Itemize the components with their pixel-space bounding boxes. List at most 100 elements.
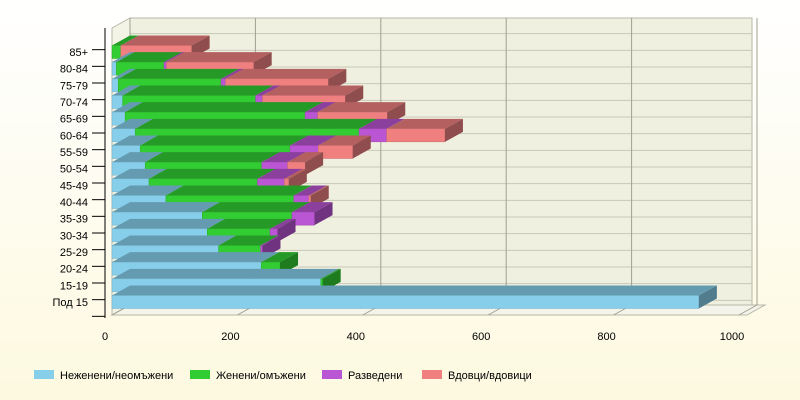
bar-segment: [318, 145, 354, 159]
bar-segment: [386, 128, 446, 143]
bar-top-face: [221, 68, 244, 79]
bar-top-face: [290, 135, 337, 146]
legend-label: Вдовци/вдовици: [448, 370, 532, 382]
y-tick-label: 55-59: [60, 147, 88, 159]
legend-label: Разведени: [348, 370, 402, 382]
legend-label: Женени/омъжени: [216, 370, 306, 382]
bar-top-face: [261, 152, 306, 163]
bar-top-face: [116, 52, 183, 63]
bar-top-face: [112, 268, 339, 279]
x-tick-label: 800: [597, 331, 615, 343]
bar-top-face: [291, 202, 333, 213]
legend-swatch: [422, 370, 442, 379]
legend-swatch: [190, 370, 210, 379]
bar-top-face: [112, 85, 141, 96]
bar-top-face: [122, 85, 274, 96]
bar-top-face: [166, 52, 272, 63]
y-tick-label: 40-44: [60, 197, 88, 209]
y-tick-label: 15-19: [60, 280, 88, 292]
bar-top-face: [112, 135, 159, 146]
x-tick-label: 400: [347, 331, 365, 343]
bar-top-face: [255, 85, 281, 96]
bar-top-face: [125, 102, 324, 113]
x-axis: 0 200 400 600 800 1000: [102, 331, 744, 343]
bar-segment: [111, 78, 119, 93]
bar-top-face: [270, 218, 296, 229]
bar-top-face: [284, 168, 307, 179]
bar-top-face: [112, 35, 139, 46]
y-tick-label: 20-24: [60, 264, 88, 276]
bar-top-face: [145, 152, 280, 163]
bar-segment: [111, 61, 117, 76]
bar-top-face: [308, 185, 329, 196]
legend-swatch: [34, 370, 54, 379]
x-tick-label: 1000: [720, 331, 744, 343]
y-tick-label: 65-69: [60, 114, 88, 126]
bar-top-face: [318, 135, 371, 146]
bar-top-face: [218, 235, 279, 246]
bar-top-face: [112, 168, 167, 179]
bar-top-face: [112, 102, 144, 113]
bar-top-face: [148, 168, 276, 179]
bar-top-face: [112, 252, 280, 263]
y-tick-label: 45-49: [60, 180, 88, 192]
bar-top-face: [112, 185, 184, 196]
y-tick-label: 30-34: [60, 230, 88, 242]
bar-top-face: [317, 102, 406, 113]
y-tick-label: 35-39: [60, 214, 88, 226]
bar-side-face: [444, 118, 463, 142]
bar-top-face: [112, 202, 221, 213]
bar-segment: [111, 45, 122, 59]
y-tick-label: 80-84: [60, 64, 88, 76]
bars: [111, 35, 717, 309]
bar-top-face: [112, 152, 164, 163]
y-tick-label: Под 15: [53, 297, 89, 309]
y-axis: Под 15 15-19 20-24 25-29 30-34 35-39 40-44 45-4…: [53, 28, 106, 318]
bar-top-face: [261, 252, 299, 263]
bar-top-face: [320, 268, 341, 279]
y-tick-label: 50-54: [60, 164, 88, 176]
bar-top-face: [293, 185, 327, 196]
bar-top-face: [202, 202, 310, 213]
bar-top-face: [165, 185, 312, 196]
legend: Неженени/неомъжени Женени/омъжени Разведен…: [34, 370, 532, 382]
bar-side-face: [698, 285, 717, 309]
bar-top-face: [225, 68, 347, 79]
bar-side-face: [352, 135, 371, 159]
bar-top-face: [118, 68, 240, 79]
y-tick-label: 60-64: [60, 130, 88, 142]
bar-top-face: [386, 118, 463, 129]
bar-side-face: [305, 152, 324, 176]
legend-label: Неженени/неомъжени: [60, 370, 173, 382]
bar-top-face: [135, 118, 378, 129]
bar-top-face: [112, 68, 137, 79]
legend-swatch: [322, 370, 342, 379]
bar-top-face: [262, 85, 364, 96]
x-tick-label: 0: [102, 331, 108, 343]
bar-top-face: [164, 52, 185, 63]
floor-gridline: [738, 304, 758, 316]
bar-top-face: [112, 218, 226, 229]
bar-top-face: [112, 52, 135, 63]
bar-top-face: [305, 102, 336, 113]
bar-top-face: [120, 35, 210, 46]
bar-top-face: [207, 218, 289, 229]
bar-top-face: [140, 135, 309, 146]
bar-top-face: [112, 285, 717, 296]
y-tick-label: 70-74: [60, 97, 88, 109]
bar-segment: [111, 295, 700, 309]
bar-segment: [111, 95, 123, 109]
bar-top-face: [287, 152, 324, 163]
x-tick-label: 200: [221, 331, 239, 343]
bar-top-face: [112, 118, 154, 129]
bar-side-face: [314, 202, 333, 226]
bar-top-face: [260, 235, 281, 246]
y-tick-label: 85+: [69, 47, 88, 59]
bar-top-face: [359, 118, 405, 129]
y-tick-label: 75-79: [60, 80, 88, 92]
bar-top-face: [112, 235, 237, 246]
y-tick-label: 25-29: [60, 247, 88, 259]
bar-side-face: [277, 218, 296, 242]
x-tick-label: 600: [472, 331, 490, 343]
